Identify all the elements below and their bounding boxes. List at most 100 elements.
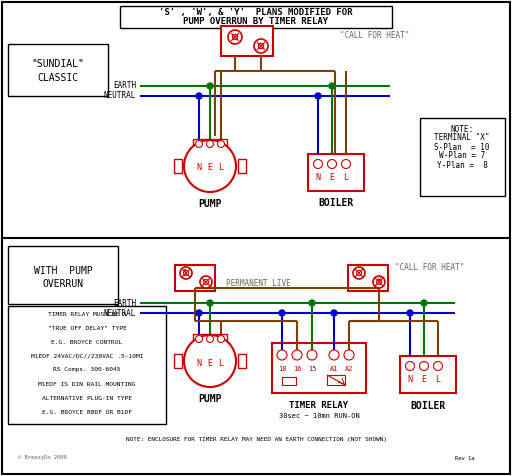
Circle shape [254,39,268,53]
Text: E.G. BROYCE CONTROL: E.G. BROYCE CONTROL [51,339,123,345]
Text: 'S' , 'W', & 'Y'  PLANS MODIFIED FOR: 'S' , 'W', & 'Y' PLANS MODIFIED FOR [159,9,353,18]
Circle shape [331,310,337,316]
Bar [308,154,364,191]
Bar [120,6,392,28]
Circle shape [344,350,354,360]
Text: "SUNDIAL": "SUNDIAL" [32,59,84,69]
Text: TERMINAL "X": TERMINAL "X" [434,133,490,142]
Text: OVERRUN: OVERRUN [42,279,83,289]
Text: 16: 16 [293,366,301,372]
Circle shape [196,93,202,99]
Text: W-Plan = 7: W-Plan = 7 [439,151,485,160]
Text: BOILER: BOILER [411,401,445,411]
Text: A1: A1 [330,366,338,372]
Circle shape [434,361,442,370]
Text: 15: 15 [308,366,316,372]
Circle shape [277,350,287,360]
Bar [8,306,166,424]
Circle shape [376,279,381,285]
Circle shape [342,159,351,169]
Text: E: E [330,173,334,182]
Text: NEUTRAL: NEUTRAL [103,91,136,100]
Circle shape [232,34,238,40]
Circle shape [200,276,212,288]
Circle shape [196,310,202,316]
Circle shape [206,140,214,148]
Bar [272,343,366,393]
Bar [193,139,227,148]
Circle shape [313,159,323,169]
Circle shape [180,267,192,279]
Text: E: E [421,376,426,385]
Circle shape [203,279,208,285]
Bar [8,246,118,304]
Bar [400,356,456,393]
Text: PUMP: PUMP [198,394,222,404]
Circle shape [184,335,236,387]
Bar [174,159,182,173]
Text: N: N [315,173,321,182]
Text: L: L [219,163,224,172]
Text: "TRUE OFF DELAY" TYPE: "TRUE OFF DELAY" TYPE [48,326,126,330]
Text: TIMER RELAY MUST BE A: TIMER RELAY MUST BE A [48,311,126,317]
Text: Rev 1a: Rev 1a [455,456,475,460]
Circle shape [356,270,361,276]
Text: 18: 18 [278,366,286,372]
Circle shape [218,140,224,148]
Text: L: L [436,376,440,385]
Text: CLASSIC: CLASSIC [37,73,78,83]
Circle shape [328,159,336,169]
Text: E: E [207,358,212,367]
Text: E.G. BROYCE B8DF OR B1DF: E.G. BROYCE B8DF OR B1DF [42,409,132,415]
Bar [348,265,388,291]
Bar [238,159,246,173]
Text: M1EDF 24VAC/DC//230VAC .5-10MI: M1EDF 24VAC/DC//230VAC .5-10MI [31,354,143,358]
Text: NOTE:: NOTE: [451,125,474,133]
Bar [327,375,345,385]
Text: N: N [408,376,413,385]
Circle shape [183,270,188,276]
Text: "CALL FOR HEAT": "CALL FOR HEAT" [340,30,410,40]
Text: EARTH: EARTH [113,81,136,90]
Circle shape [353,267,365,279]
Text: Y-Plan =  8: Y-Plan = 8 [437,160,487,169]
Text: WITH  PUMP: WITH PUMP [34,266,92,276]
Text: X: X [377,278,381,287]
Circle shape [184,140,236,192]
Circle shape [419,361,429,370]
Text: PERMANENT LIVE: PERMANENT LIVE [226,278,290,288]
Circle shape [207,300,213,306]
Text: N: N [197,358,202,367]
Circle shape [315,93,321,99]
Text: 30sec ~ 10mn RUN-ON: 30sec ~ 10mn RUN-ON [279,413,359,419]
Text: EARTH: EARTH [113,298,136,307]
Text: ALTERNATIVE PLUG-IN TYPE: ALTERNATIVE PLUG-IN TYPE [42,396,132,400]
Bar [420,118,505,196]
Circle shape [228,30,242,44]
Circle shape [196,336,203,343]
Bar [8,44,108,96]
Text: © BreezyDo 2009: © BreezyDo 2009 [18,456,67,460]
Circle shape [259,43,264,49]
Text: E: E [207,163,212,172]
Circle shape [206,336,214,343]
Text: PUMP OVERRUN BY TIMER RELAY: PUMP OVERRUN BY TIMER RELAY [183,18,329,27]
Text: M1EDF IS DIN RAIL MOUNTING: M1EDF IS DIN RAIL MOUNTING [38,381,136,387]
Bar [174,354,182,368]
Circle shape [307,350,317,360]
Bar [282,377,296,385]
Circle shape [329,83,335,89]
Circle shape [292,350,302,360]
Text: NOTE: ENCLOSURE FOR TIMER RELAY MAY NEED AN EARTH CONNECTION (NOT SHOWN): NOTE: ENCLOSURE FOR TIMER RELAY MAY NEED… [125,437,387,443]
Text: A2: A2 [345,366,353,372]
Text: "CALL FOR HEAT": "CALL FOR HEAT" [395,264,464,272]
Text: PUMP: PUMP [198,199,222,209]
Circle shape [421,300,427,306]
Text: BOILER: BOILER [318,198,354,208]
Circle shape [279,310,285,316]
Text: RS Comps. 300-6045: RS Comps. 300-6045 [53,367,121,373]
Bar [193,334,227,343]
Text: 1: 1 [183,268,188,278]
Circle shape [407,310,413,316]
Bar [175,265,215,291]
